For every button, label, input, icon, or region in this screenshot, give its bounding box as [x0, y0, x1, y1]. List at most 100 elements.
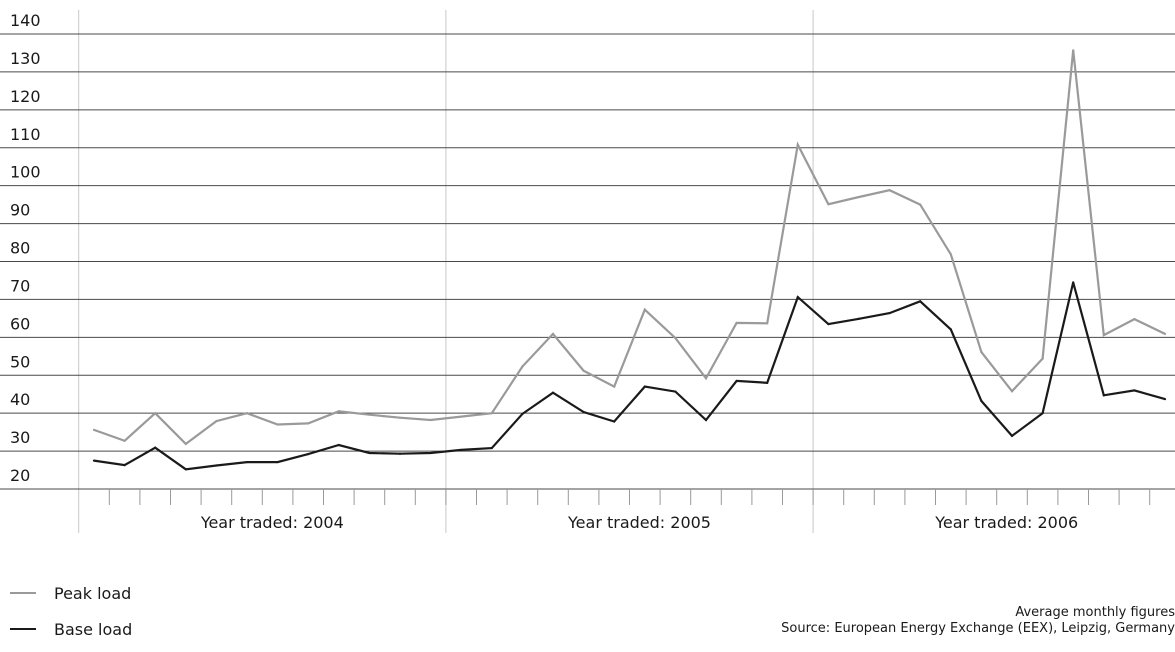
- data-series: [92, 49, 1167, 471]
- data-point-base-load-14: [521, 412, 524, 416]
- data-point-peak-load-7: [307, 422, 310, 425]
- data-point-base-load-12: [460, 448, 463, 452]
- data-point-base-load-35: [1163, 398, 1167, 401]
- data-point-peak-load-27: [919, 203, 922, 206]
- data-point-peak-load-21: [735, 321, 738, 325]
- data-point-base-load-17: [613, 420, 616, 423]
- data-point-base-load-19: [674, 390, 677, 393]
- y-tick-label-90: 90: [10, 201, 30, 220]
- data-point-peak-load-35: [1163, 332, 1167, 336]
- data-point-base-load-18: [643, 385, 646, 388]
- grid-lines: [0, 10, 1175, 533]
- data-point-base-load-28: [949, 328, 952, 331]
- legend-item-base-load: Base load: [10, 616, 132, 642]
- data-point-base-load-3: [184, 468, 187, 471]
- data-point-base-load-6: [276, 460, 279, 464]
- data-point-peak-load-17: [613, 385, 616, 388]
- y-tick-labels: 20 30 40 50 60 70 80 90 100 110 120 130 140: [10, 11, 41, 485]
- data-point-peak-load-6: [276, 423, 279, 426]
- data-point-peak-load-20: [704, 377, 708, 380]
- y-tick-label-100: 100: [10, 163, 41, 182]
- data-point-base-load-33: [1102, 394, 1105, 397]
- data-point-peak-load-1: [123, 439, 126, 442]
- data-point-base-load-9: [368, 451, 371, 455]
- data-point-base-load-29: [980, 399, 983, 403]
- data-point-peak-load-22: [766, 322, 769, 325]
- data-point-base-load-34: [1133, 389, 1136, 392]
- y-tick-label-20: 20: [10, 466, 30, 485]
- legend-label-base-load: Base load: [54, 619, 133, 639]
- legend-swatch-peak-load: [10, 592, 36, 594]
- data-point-base-load-32: [1072, 281, 1075, 284]
- data-point-peak-load-8: [337, 410, 340, 413]
- data-point-peak-load-28: [949, 253, 952, 256]
- data-point-peak-load-26: [888, 189, 891, 192]
- year-group-label-1: Year traded: 2005: [567, 513, 711, 532]
- data-point-base-load-22: [766, 381, 769, 384]
- data-point-peak-load-9: [368, 413, 371, 416]
- year-group-label-2: Year traded: 2006: [934, 513, 1078, 532]
- data-point-base-load-30: [1010, 434, 1014, 438]
- y-tick-label-110: 110: [10, 125, 41, 144]
- x-axis: [108, 489, 1151, 505]
- legend-label-peak-load: Peak load: [54, 583, 132, 603]
- data-point-base-load-23: [796, 296, 799, 299]
- data-point-peak-load-2: [154, 412, 157, 415]
- data-point-peak-load-18: [643, 308, 646, 311]
- data-point-base-load-27: [919, 300, 922, 303]
- y-tick-label-70: 70: [10, 276, 30, 295]
- data-point-peak-load-5: [245, 412, 249, 415]
- data-point-base-load-20: [704, 418, 708, 422]
- data-point-peak-load-31: [1041, 357, 1044, 360]
- series-line-peak-load: [93, 50, 1166, 446]
- data-point-base-load-21: [735, 379, 738, 383]
- data-point-peak-load-14: [521, 365, 524, 368]
- note-source: Source: European Energy Exchange (EEX), …: [781, 621, 1175, 636]
- data-point-peak-load-29: [980, 351, 983, 354]
- data-point-peak-load-10: [398, 416, 402, 419]
- data-point-peak-load-13: [490, 412, 493, 415]
- data-point-base-load-5: [245, 460, 249, 464]
- data-point-peak-load-0: [92, 428, 96, 431]
- data-point-peak-load-25: [857, 195, 861, 199]
- data-point-base-load-4: [215, 464, 218, 467]
- data-point-base-load-10: [398, 452, 402, 455]
- series-line-base-load: [93, 282, 1166, 471]
- data-point-peak-load-34: [1133, 318, 1136, 321]
- data-point-peak-load-32: [1072, 49, 1075, 52]
- data-point-peak-load-11: [429, 418, 432, 422]
- source-note: Average monthly figures Source: European…: [781, 605, 1175, 637]
- data-point-base-load-0: [92, 459, 96, 462]
- data-point-peak-load-23: [796, 143, 799, 146]
- data-point-base-load-13: [490, 446, 493, 450]
- y-tick-label-120: 120: [10, 87, 41, 106]
- data-point-peak-load-24: [827, 203, 830, 206]
- data-point-base-load-1: [123, 464, 126, 467]
- line-chart: 20 30 40 50 60 70 80 90 100 110 120 130 140 Year tra…: [0, 10, 1175, 533]
- data-point-peak-load-30: [1010, 390, 1014, 393]
- year-group-labels: Year traded: 2004 Year traded: 2005 Year t…: [200, 513, 1078, 532]
- data-point-peak-load-15: [551, 332, 555, 336]
- y-tick-label-50: 50: [10, 352, 30, 371]
- data-point-base-load-26: [888, 311, 891, 315]
- y-tick-label-80: 80: [10, 239, 30, 258]
- note-average-monthly: Average monthly figures: [1015, 605, 1175, 620]
- data-point-peak-load-33: [1102, 333, 1105, 337]
- data-point-peak-load-4: [215, 420, 218, 423]
- data-point-peak-load-3: [184, 442, 187, 445]
- data-point-peak-load-16: [582, 369, 585, 372]
- y-tick-label-140: 140: [10, 11, 41, 30]
- data-point-base-load-31: [1041, 412, 1044, 415]
- legend: Peak load Base load: [10, 580, 132, 652]
- data-point-base-load-8: [337, 443, 340, 447]
- data-point-base-load-16: [582, 410, 585, 414]
- legend-swatch-base-load: [10, 628, 36, 630]
- data-point-base-load-24: [827, 322, 830, 326]
- y-tick-label-130: 130: [10, 49, 41, 68]
- data-point-base-load-11: [429, 451, 432, 455]
- data-point-peak-load-12: [460, 415, 463, 418]
- data-point-base-load-15: [551, 391, 555, 394]
- data-point-peak-load-19: [674, 336, 677, 340]
- data-point-base-load-2: [154, 446, 157, 449]
- legend-item-peak-load: Peak load: [10, 580, 132, 606]
